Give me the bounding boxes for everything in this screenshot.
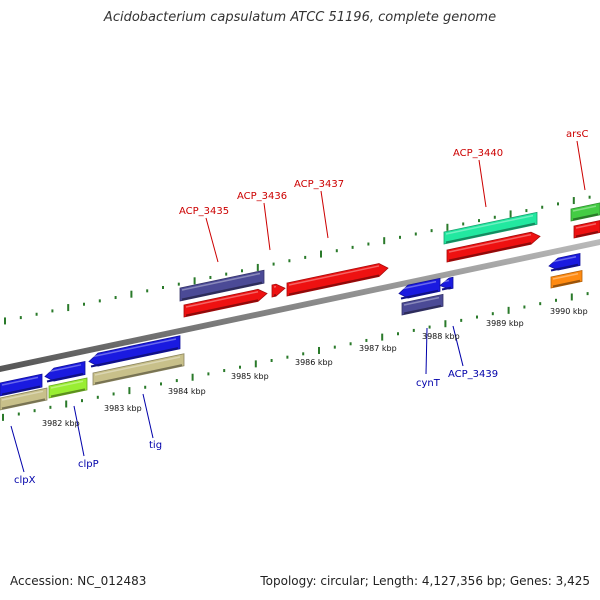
accession-text: Accession: NC_012483 [10,574,147,588]
kbp-label-3983: 3983 kbp [104,404,142,413]
gene-label-acp-3437[interactable]: ACP_3437 [294,179,344,190]
leader-acp-3439 [452,325,464,367]
feature-tig[interactable] [88,335,181,368]
gene-label-acp-3435[interactable]: ACP_3435 [179,206,229,217]
leader-acp-3440 [478,159,487,208]
feature-cynt[interactable] [398,277,441,300]
gene-features [0,202,600,411]
gene-label-cynt[interactable]: cynT [416,378,441,389]
feature-arsc-outer[interactable] [570,202,600,222]
feature-clpp[interactable] [44,361,86,383]
feature-tig-outer[interactable] [92,353,185,386]
map-title: Acidobacterium capsulatum ATCC 51196, co… [103,10,497,25]
genome-summary: Topology: circular; Length: 4,127,356 bp… [260,574,590,588]
feature-acp-3435[interactable] [183,288,268,318]
kbp-label-3985: 3985 kbp [231,372,269,381]
kbp-label-3988: 3988 kbp [422,332,460,341]
kbp-label-3986: 3986 kbp [295,358,333,367]
kbp-label-3982: 3982 kbp [42,419,80,428]
feature-acp-3440-outer[interactable] [443,211,538,245]
gene-label-acp-3439[interactable]: ACP_3439 [448,369,498,380]
feature-cynt-outer[interactable] [401,293,444,316]
label-leaders [10,140,586,473]
gene-label-clpx[interactable]: clpX [14,475,36,486]
kbp-label-3990: 3990 kbp [550,307,588,316]
kbp-label-3984: 3984 kbp [168,387,206,396]
feature-acp-3437[interactable] [286,263,389,297]
feature-acp-3436[interactable] [271,283,286,298]
feature-acp-3441-outer[interactable] [550,269,583,289]
feature-acp-3440[interactable] [446,231,541,263]
gene-label-clpp[interactable]: clpP [78,459,99,470]
feature-arsc[interactable] [573,220,600,239]
leader-acp-3437 [320,190,329,239]
feature-acp-3439[interactable] [439,276,454,291]
leader-acp-3435 [205,217,219,263]
gene-label-acp-3440[interactable]: ACP_3440 [453,148,503,159]
feature-acp-3441[interactable] [548,252,581,272]
gene-label-tig[interactable]: tig [149,440,162,451]
leader-clpp [73,405,85,457]
gene-label-arsc[interactable]: arsC [566,129,588,140]
backbone [0,239,600,372]
feature-clpx-outer[interactable] [0,387,48,411]
scale-ticks [2,195,591,421]
kbp-label-3987: 3987 kbp [359,344,397,353]
leader-tig [142,393,154,439]
kbp-label-3989: 3989 kbp [486,319,524,328]
leader-arsc [576,140,586,191]
feature-acp-3435-outer[interactable] [179,269,265,302]
leader-cynt [425,327,428,375]
leader-clpx [10,425,25,473]
leader-acp-3436 [263,202,271,251]
feature-clpp-outer[interactable] [48,377,88,399]
feature-clpx[interactable] [0,373,43,397]
gene-label-acp-3436[interactable]: ACP_3436 [237,191,287,202]
